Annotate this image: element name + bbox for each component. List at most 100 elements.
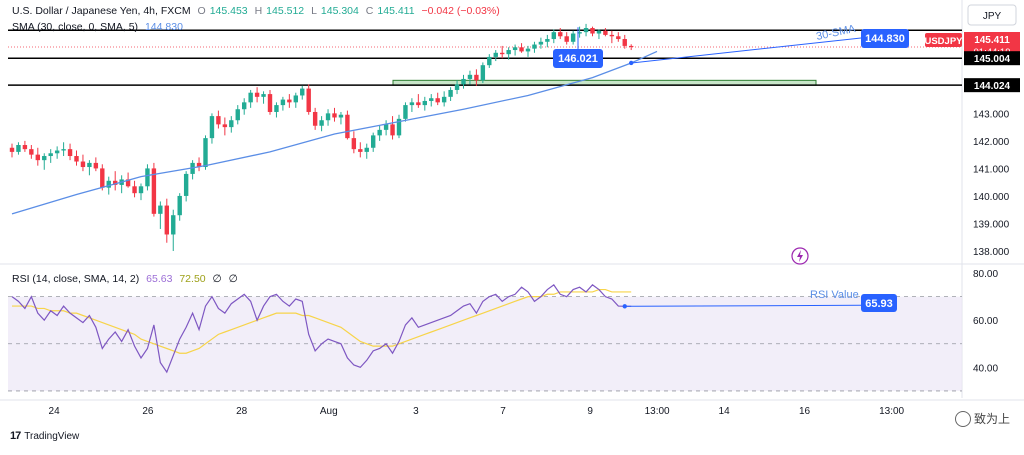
currency-button xyxy=(967,4,1017,26)
candle-body xyxy=(377,129,382,136)
sma-line xyxy=(11,50,658,215)
rsi-legend-extra-2: ∅ xyxy=(228,273,238,285)
candle-body xyxy=(403,105,408,119)
price-tick-label: 141.000 xyxy=(973,164,1010,175)
low-label: L xyxy=(311,5,317,17)
candle-body xyxy=(493,52,498,57)
rsi-pane xyxy=(8,284,962,392)
candle-body xyxy=(325,113,331,121)
candle-body xyxy=(100,168,105,188)
candle-body xyxy=(319,120,324,126)
rsi-legend-extra-1: ∅ xyxy=(212,273,222,285)
candle-body xyxy=(590,28,595,34)
candle-body xyxy=(183,173,189,196)
candle-body xyxy=(512,47,518,51)
candle-body xyxy=(454,84,460,90)
candle-body xyxy=(35,154,40,161)
candle-body xyxy=(293,95,298,103)
sma-callout-box xyxy=(861,29,909,48)
candle-body xyxy=(390,124,395,136)
horizontal-levels[interactable] xyxy=(8,29,962,86)
time-tick-label: 7 xyxy=(500,406,506,417)
rsi-sma-legend-value: 72.50 xyxy=(179,273,206,285)
candle-body xyxy=(287,99,292,103)
tradingview-text: TradingView xyxy=(24,430,80,442)
high-value: 145.512 xyxy=(266,5,305,17)
candle-body xyxy=(558,32,563,37)
axes: 138.000 139.000 140.000 141.000 142.000 143.0… xyxy=(49,82,1010,417)
rsi-callout-text: 65.93 xyxy=(865,298,893,310)
candle-body xyxy=(306,88,311,112)
candle-body xyxy=(596,30,602,34)
candle-body xyxy=(371,135,376,148)
candle-body xyxy=(383,124,389,130)
candle-body xyxy=(435,98,440,103)
wechat-icon xyxy=(954,410,971,427)
candle-body xyxy=(629,45,634,48)
candle-body xyxy=(300,88,305,96)
candle-body xyxy=(67,149,73,157)
candle-body xyxy=(177,195,182,216)
candle-body xyxy=(564,36,569,42)
level-tag-145-text: 145.004 xyxy=(974,54,1011,65)
candles xyxy=(9,23,634,251)
lightning-icon xyxy=(791,247,809,265)
time-tick-label: 14 xyxy=(719,406,731,417)
candle-body xyxy=(345,114,350,139)
rsi-tick-label: 40.00 xyxy=(973,363,998,374)
candle-body xyxy=(267,94,273,112)
sma-legend[interactable]: SMA (30, close, 0, SMA, 5) 144.830 xyxy=(12,21,187,33)
candle-body xyxy=(570,33,576,42)
time-tick-label: 28 xyxy=(236,406,248,417)
candle-body xyxy=(80,161,86,168)
candle-body xyxy=(409,102,415,106)
time-tick-label: 3 xyxy=(413,406,419,417)
rsi-tick-label: 80.00 xyxy=(973,269,998,280)
candle-body xyxy=(480,65,486,81)
open-label: O xyxy=(197,5,206,17)
candle-body xyxy=(506,50,511,55)
watermark: 致为上 xyxy=(954,410,1010,427)
candle-body xyxy=(138,186,144,194)
candle-body xyxy=(145,168,150,187)
candle-body xyxy=(164,205,169,235)
time-tick-label: 26 xyxy=(142,406,154,417)
candle-body xyxy=(125,179,131,187)
candle-body xyxy=(42,156,47,161)
candle-body xyxy=(351,138,357,150)
rsi-annotation-label: RSI Value xyxy=(810,289,859,301)
candle-body xyxy=(280,99,286,106)
level-tag-145 xyxy=(964,51,1020,66)
symbol-tag-text: USDJPY xyxy=(924,36,963,47)
tradingview-brand[interactable]: 17 TradingView xyxy=(10,430,79,442)
candle-body xyxy=(29,149,34,155)
high-label: H xyxy=(254,5,263,17)
last-price-value: 145.411 xyxy=(974,35,1010,46)
rsi-callout-box xyxy=(861,294,897,312)
candle-body xyxy=(222,124,228,128)
time-tick-label: Aug xyxy=(320,406,338,417)
candle-body xyxy=(196,162,202,168)
candle-body xyxy=(312,111,318,126)
candle-body xyxy=(158,205,163,214)
sma-legend-value: 144.830 xyxy=(144,21,183,33)
symbol-tag xyxy=(925,33,962,47)
candle-body xyxy=(448,89,453,97)
price-tick-label: 138.000 xyxy=(973,247,1010,258)
rsi-legend-text: RSI (14, close, SMA, 14, 2) xyxy=(12,273,140,285)
open-value: 145.453 xyxy=(209,5,248,17)
price-tick-label: 143.000 xyxy=(973,109,1010,120)
candle-body xyxy=(422,100,427,106)
candle-body xyxy=(235,109,240,121)
candle-body xyxy=(48,153,53,157)
candle-body xyxy=(616,36,621,40)
candle-body xyxy=(416,102,421,106)
rsi-legend[interactable]: RSI (14, close, SMA, 14, 2) 65.63 72.50 … xyxy=(12,273,242,285)
candle-body xyxy=(461,78,466,85)
candle-body xyxy=(474,74,479,81)
candle-body xyxy=(93,162,99,169)
price-legend: U.S. Dollar / Japanese Yen, 4h, FXCM O 14… xyxy=(12,5,504,17)
candle-body xyxy=(242,102,247,110)
